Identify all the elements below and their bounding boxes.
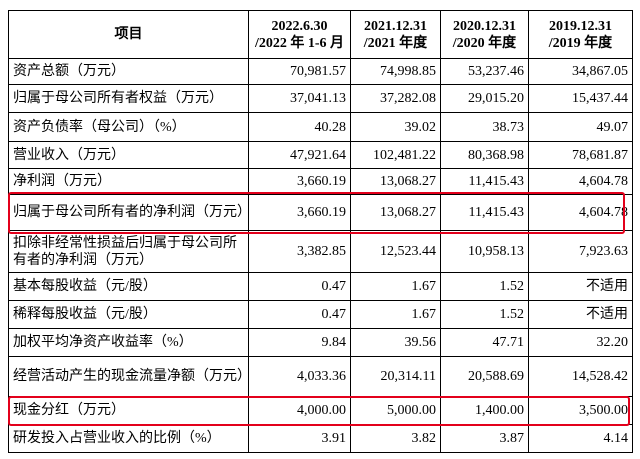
value-cell: 3,660.19 — [248, 194, 351, 231]
row-label: 加权平均净资产收益率（%） — [8, 328, 249, 357]
value-cell: 7,923.63 — [528, 230, 633, 273]
value-cell: 3.82 — [350, 424, 441, 453]
value-cell: 74,998.85 — [350, 58, 441, 85]
header-line: /2019 年度 — [548, 35, 613, 51]
value-cell: 4.14 — [528, 424, 633, 453]
highlight-box — [8, 192, 625, 234]
table-row: 稀释每股收益（元/股） 0.47 1.67 1.52 不适用 — [8, 300, 633, 329]
row-label: 净利润（万元） — [8, 168, 249, 195]
row-label: 稀释每股收益（元/股） — [8, 300, 249, 329]
row-label: 经营活动产生的现金流量净额（万元） — [8, 356, 249, 397]
header-line: 2019.12.31 — [549, 18, 612, 34]
table-row: 归属于母公司所有者权益（万元） 37,041.13 37,282.08 29,015.… — [8, 84, 633, 113]
value-cell: 20,314.11 — [350, 356, 441, 397]
row-label: 营业收入（万元） — [8, 141, 249, 169]
value-cell: 0.47 — [248, 272, 351, 301]
row-label: 研发投入占营业收入的比例（%） — [8, 424, 249, 453]
header-cell: 项目 — [8, 10, 249, 59]
value-cell: 3.87 — [440, 424, 529, 453]
value-cell: 32.20 — [528, 328, 633, 357]
value-cell: 4,604.78 — [528, 168, 633, 195]
table-row: 加权平均净资产收益率（%） 9.84 39.56 47.71 32.20 — [8, 328, 633, 357]
header-line: 2020.12.31 — [453, 18, 516, 34]
value-cell: 3,660.19 — [248, 168, 351, 195]
highlight-box — [8, 396, 630, 426]
value-cell: 14,528.42 — [528, 356, 633, 397]
table-row: 资产负债率（母公司）（%） 40.28 39.02 38.73 49.07 — [8, 112, 633, 142]
value-cell: 53,237.46 — [440, 58, 529, 85]
value-cell: 13,068.27 — [350, 168, 441, 195]
value-cell: 102,481.22 — [350, 141, 441, 169]
value-cell: 1.52 — [440, 272, 529, 301]
header-line: /2022 年 1-6 月 — [254, 35, 345, 51]
table-row: 营业收入（万元） 47,921.64 102,481.22 80,368.98 78,6… — [8, 141, 633, 169]
value-cell: 29,015.20 — [440, 84, 529, 113]
table-row: 研发投入占营业收入的比例（%） 3.91 3.82 3.87 4.14 — [8, 424, 633, 453]
value-cell: 12,523.44 — [350, 230, 441, 273]
value-cell: 1.67 — [350, 300, 441, 329]
value-cell: 47.71 — [440, 328, 529, 357]
value-cell: 40.28 — [248, 112, 351, 142]
header-cell: 2020.12.31/2020 年度 — [440, 10, 529, 59]
value-cell: 47,921.64 — [248, 141, 351, 169]
table-row: 经营活动产生的现金流量净额（万元） 4,033.36 20,314.11 20,588… — [8, 356, 633, 397]
value-cell: 0.47 — [248, 300, 351, 329]
table-row: 净利润（万元） 3,660.19 13,068.27 11,415.43 4,604.7… — [8, 168, 633, 195]
value-cell: 4,033.36 — [248, 356, 351, 397]
value-cell: 不适用 — [528, 272, 633, 301]
header-cell: 2022.6.30/2022 年 1-6 月 — [248, 10, 351, 59]
value-cell: 37,282.08 — [350, 84, 441, 113]
value-cell: 39.56 — [350, 328, 441, 357]
value-cell: 10,958.13 — [440, 230, 529, 273]
value-cell: 49.07 — [528, 112, 633, 142]
value-cell: 4,604.78 — [528, 194, 633, 231]
value-cell: 38.73 — [440, 112, 529, 142]
value-cell: 1.67 — [350, 272, 441, 301]
value-cell: 3,382.85 — [248, 230, 351, 273]
value-cell: 78,681.87 — [528, 141, 633, 169]
header-row: 项目 2022.6.30/2022 年 1-6 月 2021.12.31/2021 … — [8, 10, 633, 59]
header-line: 2022.6.30 — [271, 18, 328, 34]
value-cell: 1.52 — [440, 300, 529, 329]
value-cell: 34,867.05 — [528, 58, 633, 85]
value-cell: 20,588.69 — [440, 356, 529, 397]
table-row: 现金分红（万元） 4,000.00 5,000.00 1,400.00 3,500.00 — [8, 396, 633, 425]
header-line: /2021 年度 — [363, 35, 428, 51]
row-label: 扣除非经常性损益后归属于母公司所有者的净利润（万元） — [8, 230, 249, 273]
row-label: 资产总额（万元） — [8, 58, 249, 85]
value-cell: 80,368.98 — [440, 141, 529, 169]
header-cell: 2019.12.31/2019 年度 — [528, 10, 633, 59]
table-row: 资产总额（万元） 70,981.57 74,998.85 53,237.46 34,86… — [8, 58, 633, 85]
header-cell: 2021.12.31/2021 年度 — [350, 10, 441, 59]
value-cell: 11,415.43 — [440, 168, 529, 195]
value-cell: 5,000.00 — [350, 396, 441, 425]
data-table: 项目 2022.6.30/2022 年 1-6 月 2021.12.31/2021 … — [8, 10, 633, 453]
value-cell: 9.84 — [248, 328, 351, 357]
header-line: 2021.12.31 — [364, 18, 427, 34]
row-label: 归属于母公司所有者权益（万元） — [8, 84, 249, 113]
header-line: /2020 年度 — [452, 35, 517, 51]
table-row: 扣除非经常性损益后归属于母公司所有者的净利润（万元） 3,382.85 12,523… — [8, 230, 633, 273]
value-cell: 15,437.44 — [528, 84, 633, 113]
row-label: 资产负债率（母公司）（%） — [8, 112, 249, 142]
value-cell: 39.02 — [350, 112, 441, 142]
value-cell: 不适用 — [528, 300, 633, 329]
value-cell: 3.91 — [248, 424, 351, 453]
value-cell: 70,981.57 — [248, 58, 351, 85]
value-cell: 37,041.13 — [248, 84, 351, 113]
row-label: 基本每股收益（元/股） — [8, 272, 249, 301]
table-row: 基本每股收益（元/股） 0.47 1.67 1.52 不适用 — [8, 272, 633, 301]
